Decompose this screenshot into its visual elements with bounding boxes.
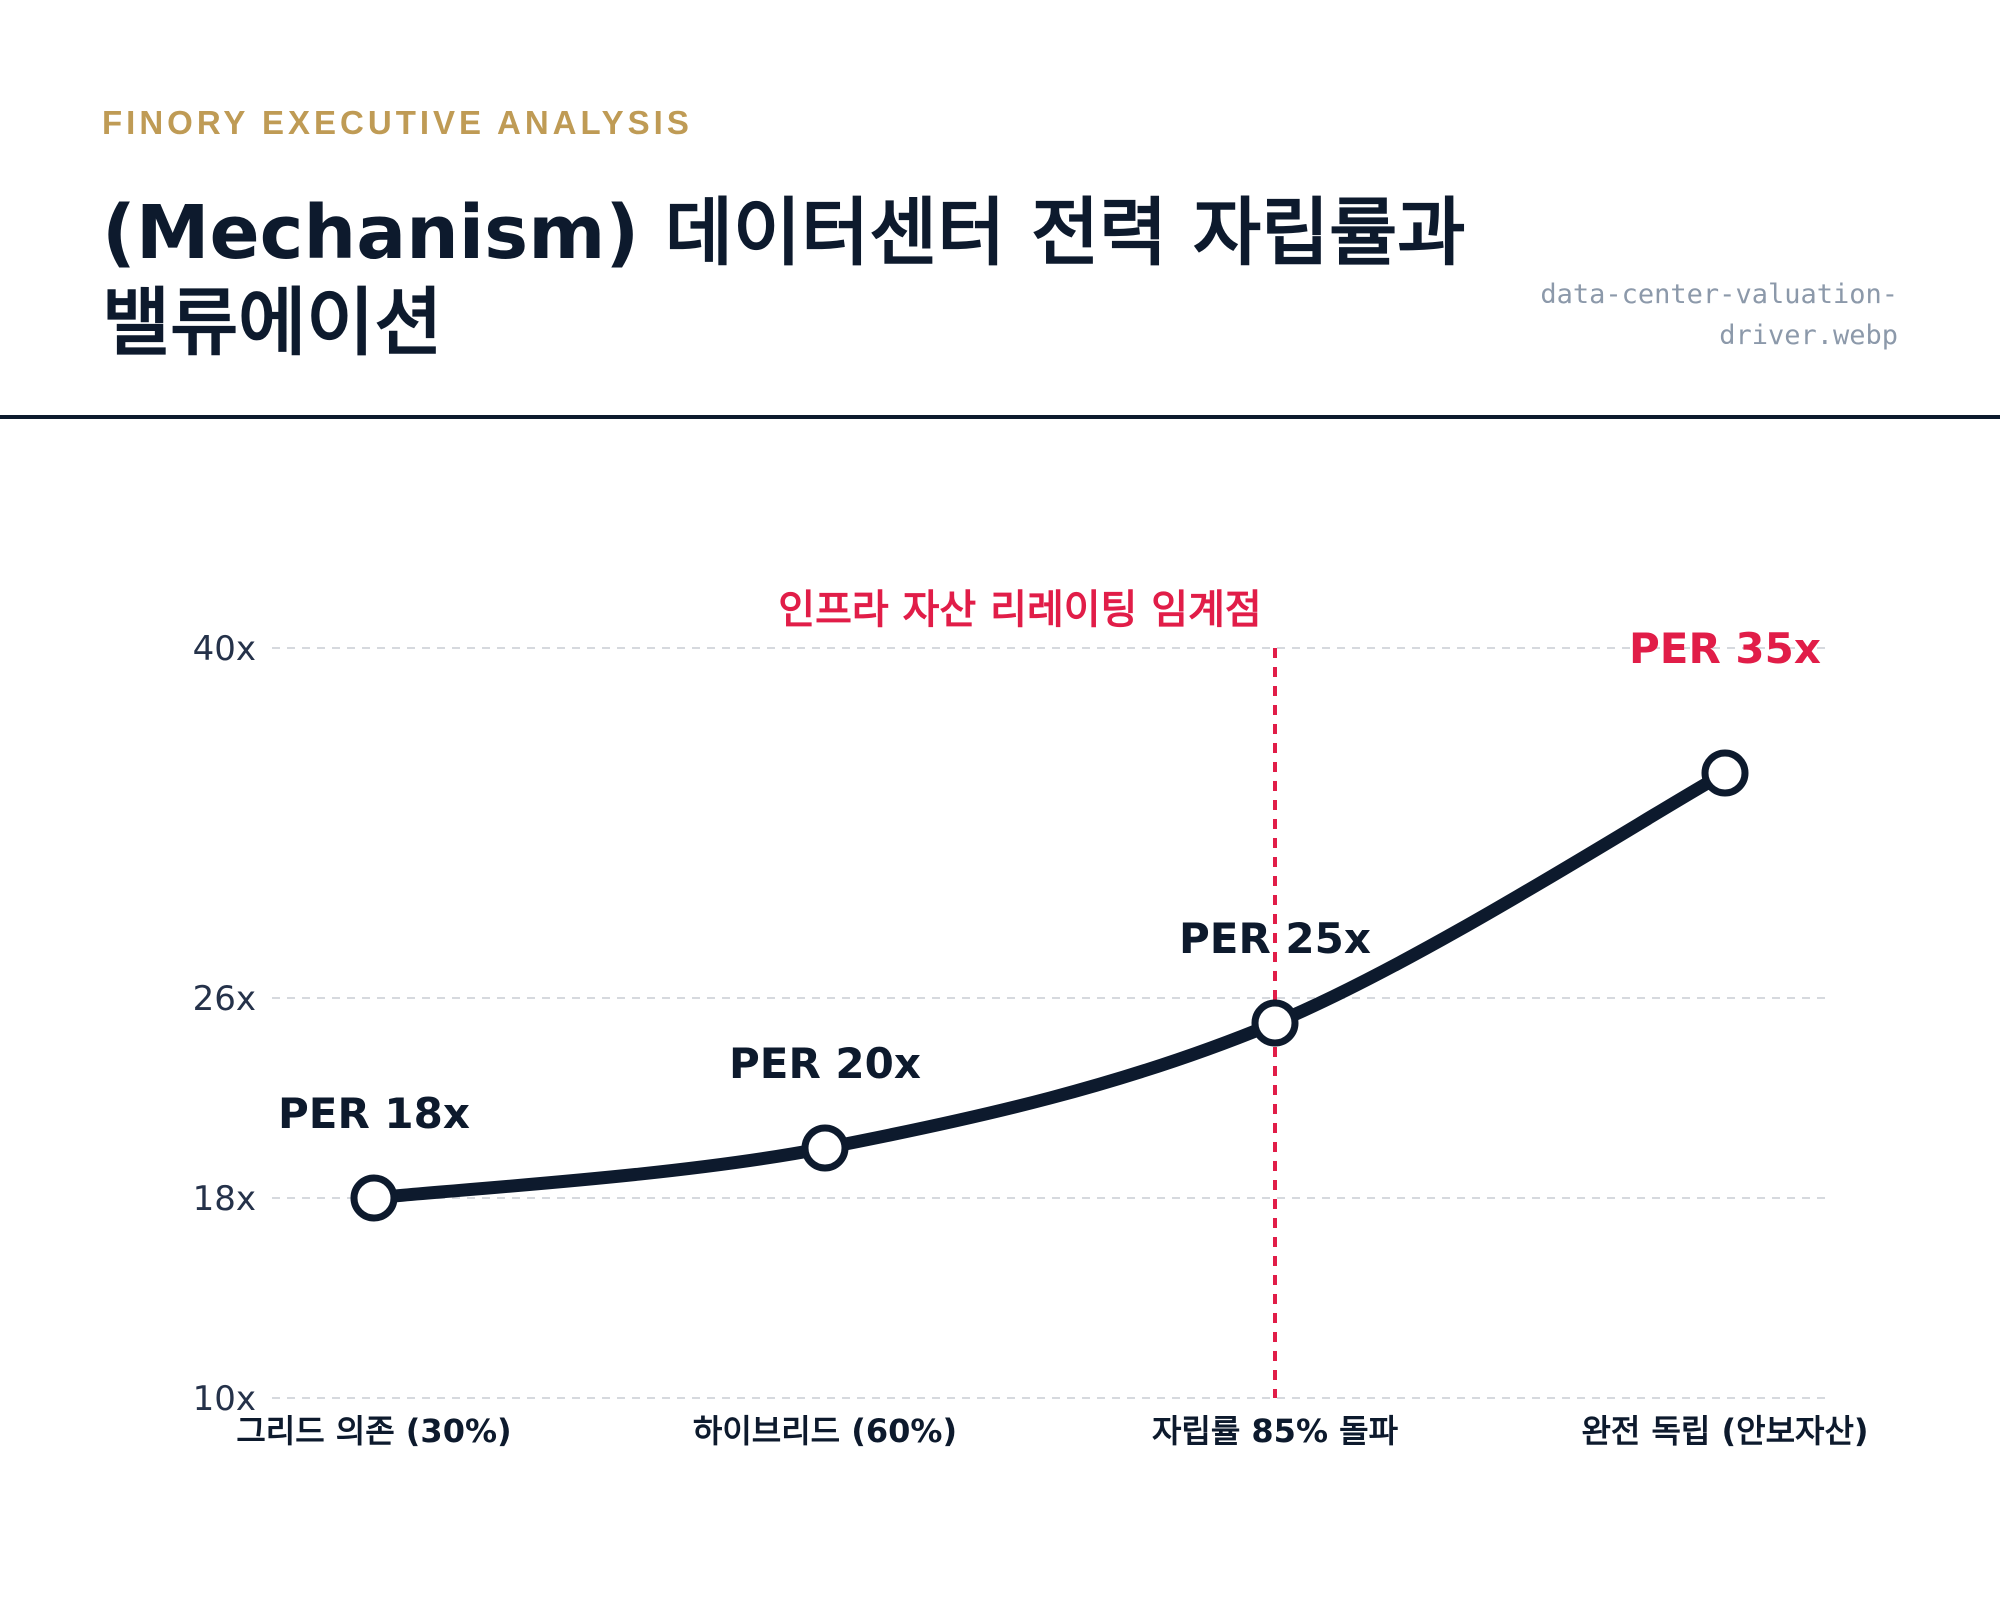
threshold-annotation: 인프라 자산 리레이팅 임계점 [778, 587, 1277, 1398]
y-tick-label: 26x [193, 979, 256, 1019]
data-label: PER 18x [278, 1089, 470, 1138]
threshold-label: 인프라 자산 리레이팅 임계점 [778, 587, 1261, 633]
page-title: (Mechanism) 데이터센터 전력 자립률과 밸류에이션 [102, 190, 1466, 366]
series-path [367, 766, 1732, 1205]
y-tick-label: 18x [193, 1179, 256, 1219]
filename-label: data-center-valuation-driver.webp [1540, 279, 1898, 351]
eyebrow-label: FINORY EXECUTIVE ANALYSIS [102, 104, 693, 141]
x-category-label: 완전 독립 (안보자산) [1581, 1412, 1868, 1450]
data-point [1701, 749, 1749, 797]
data-points [350, 749, 1749, 1222]
data-point [350, 1174, 398, 1222]
data-label: PER 35x [1629, 624, 1821, 673]
y-tick-label: 10x [193, 1379, 256, 1419]
data-point [1251, 999, 1299, 1047]
data-label: PER 20x [729, 1039, 921, 1088]
header-divider [0, 415, 2000, 419]
data-point [801, 1124, 849, 1172]
x-category-label: 그리드 의존 (30%) [236, 1412, 511, 1450]
data-label: PER 25x [1179, 914, 1371, 963]
header: FINORY EXECUTIVE ANALYSIS (Mechanism) 데이… [0, 0, 2000, 420]
x-category-label: 자립률 85% 돌파 [1152, 1412, 1399, 1450]
y-tick-label: 40x [193, 629, 256, 669]
series-line [367, 766, 1732, 1205]
x-axis-categories: 그리드 의존 (30%) 하이브리드 (60%) 자립률 85% 돌파 완전 독립 (… [236, 1412, 1868, 1450]
data-labels: PER 18x PER 20x PER 25x PER 35x [278, 624, 1821, 1138]
y-axis-ticks: 10x 18x 26x 40x [193, 629, 256, 1419]
x-category-label: 하이브리드 (60%) [693, 1412, 957, 1450]
gridlines [272, 647, 1825, 1399]
